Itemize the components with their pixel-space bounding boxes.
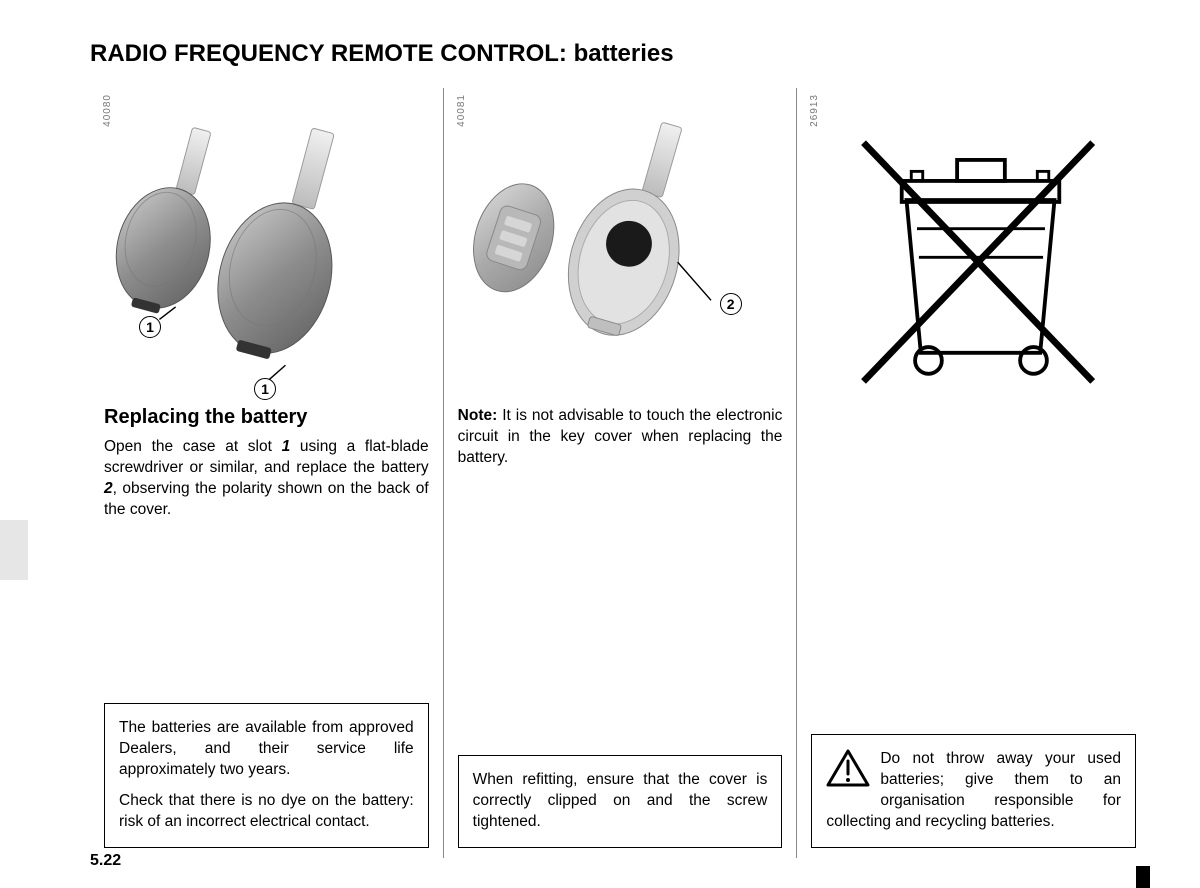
figure-3: 26913 [811,88,1136,398]
column-2: 40081 [443,88,797,858]
column-3: 26913 [796,88,1150,858]
refitting-box: When refitting, ensure that the cover is… [458,755,783,848]
column-1: 40080 [90,88,443,858]
body-suffix: , observing the polarity shown on the ba… [104,480,429,518]
dealer-info-box: The batteries are available from approve… [104,703,429,848]
ref-1: 1 [282,438,291,455]
callout-2: 2 [720,293,742,315]
figure-1: 40080 [104,88,429,398]
page-title: RADIO FREQUENCY REMOTE CONTROL: batterie… [90,40,1150,68]
ref-2: 2 [104,480,113,497]
warning-icon [826,749,870,789]
callout-1a: 1 [139,316,161,338]
image-id-label: 40081 [456,94,467,127]
callout-1b: 1 [254,378,276,400]
image-id-label: 26913 [809,94,820,127]
page-number: 5.22 [90,852,121,870]
dealer-info-p1: The batteries are available from approve… [119,718,414,781]
manual-page: RADIO FREQUENCY REMOTE CONTROL: batterie… [0,0,1200,888]
recycling-warning-box: Do not throw away your used batteries; g… [811,734,1136,848]
refitting-text: When refitting, ensure that the cover is… [473,770,768,833]
dealer-info-p2: Check that there is no dye on the batter… [119,791,414,833]
three-column-layout: 40080 [90,88,1150,858]
key-fob-open-illustration [458,88,783,398]
body-prefix: Open the case at slot [104,438,282,455]
replacing-battery-heading: Replacing the battery [104,406,429,429]
replacing-battery-text: Open the case at slot 1 using a flat-bla… [104,437,429,521]
corner-print-mark [1136,866,1150,888]
note-label: Note: [458,407,498,424]
note-text: Note: It is not advisable to touch the e… [458,406,783,469]
figure-2: 40081 [458,88,783,398]
recycling-warning-text: Do not throw away your used batteries; g… [826,749,1121,833]
key-fob-closed-illustration [104,88,429,398]
note-body: It is not advisable to touch the electro… [458,407,783,466]
image-id-label: 40080 [102,94,113,127]
no-bin-disposal-illustration [811,88,1136,398]
